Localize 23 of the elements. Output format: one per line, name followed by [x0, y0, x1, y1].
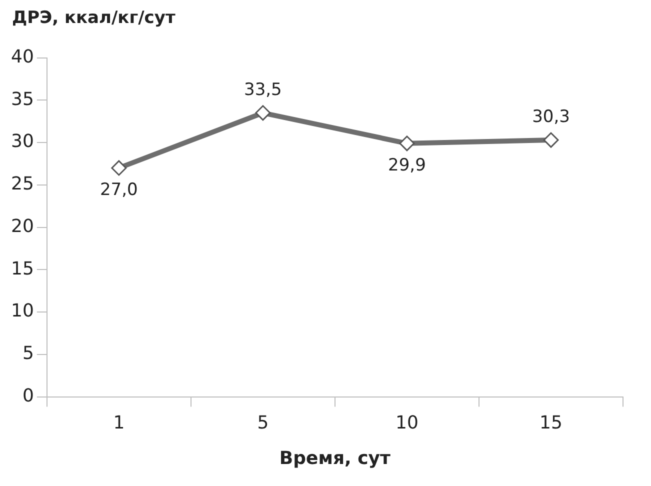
data-label: 33,5 [244, 80, 282, 100]
point [543, 132, 559, 148]
y-tick-label: 30 [11, 131, 34, 152]
point [255, 105, 271, 121]
x-tick-label: 5 [257, 412, 269, 434]
y-tick-label: 40 [11, 46, 34, 68]
x-tick-label: 15 [540, 412, 562, 434]
data-label: 27,0 [100, 180, 138, 200]
data-label: 29,9 [388, 155, 426, 176]
x-tick-label: 10 [396, 412, 418, 434]
point [111, 160, 127, 176]
y-tick-label: 0 [22, 385, 34, 406]
y-tick-label: 5 [22, 343, 34, 364]
y-tick-label: 10 [11, 300, 34, 322]
x-axis-title: Время, сут [279, 448, 392, 469]
y-tick-label: 20 [11, 216, 34, 237]
x-tick-label: 1 [113, 412, 125, 434]
y-tick-label: 35 [11, 88, 34, 110]
y-tick-label: 25 [11, 174, 34, 195]
point [399, 136, 415, 152]
data-label: 30,3 [532, 106, 570, 127]
y-tick-label: 15 [11, 258, 34, 280]
y-axis-title: ДРЭ, ккал/кг/сут [12, 8, 176, 30]
